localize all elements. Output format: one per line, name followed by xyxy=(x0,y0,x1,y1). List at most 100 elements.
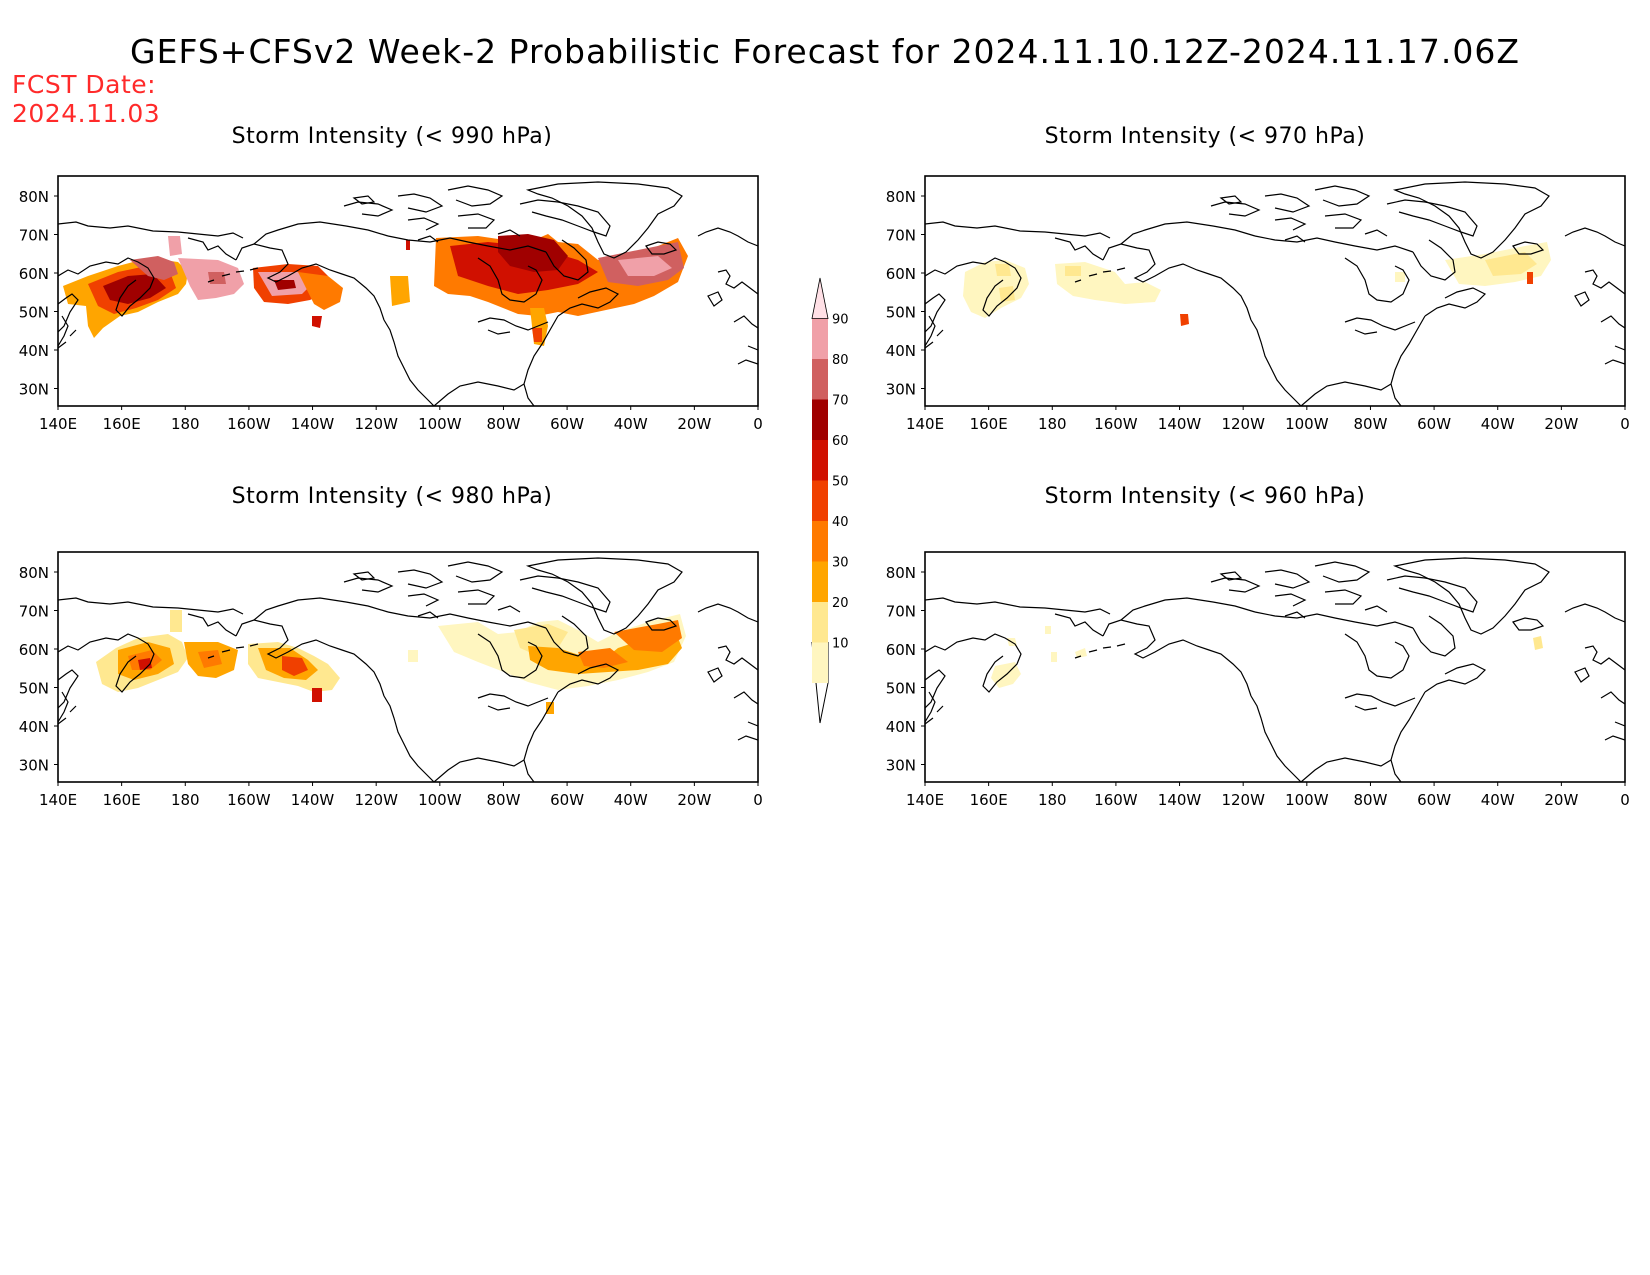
lat-tick-label: 40N xyxy=(19,718,49,736)
map-frame xyxy=(924,175,1626,407)
lon-tick-label: 0 xyxy=(753,791,763,809)
lat-tick-label: 30N xyxy=(886,381,916,399)
lon-tick-label: 40W xyxy=(1481,791,1515,809)
lon-tick-label: 20W xyxy=(1544,415,1578,433)
lat-tick-label: 30N xyxy=(886,757,916,775)
colorbar-segment xyxy=(812,561,828,602)
lon-tick-label: 180 xyxy=(1038,791,1067,809)
colorbar-segment xyxy=(812,359,828,400)
lat-tick-label: 40N xyxy=(19,342,49,360)
lat-tick-label: 50N xyxy=(19,680,49,698)
colorbar-level-label: 70 xyxy=(832,394,849,409)
lon-tick-label: 80W xyxy=(1353,415,1387,433)
lon-tick-label: 80W xyxy=(1353,791,1387,809)
colorbar-segment xyxy=(812,318,828,359)
lon-tick-label: 60W xyxy=(1417,791,1451,809)
colorbar-segment xyxy=(812,521,828,562)
lon-tick-label: 100W xyxy=(418,415,462,433)
lat-tick-label: 40N xyxy=(886,718,916,736)
probability-fill-p960 xyxy=(991,626,1543,688)
lon-tick-label: 40W xyxy=(614,415,648,433)
probability-fill-p970 xyxy=(963,242,1551,326)
lat-tick-label: 80N xyxy=(886,564,916,582)
lat-tick-label: 60N xyxy=(886,641,916,659)
colorbar-level-label: 10 xyxy=(832,637,849,652)
lon-tick-label: 120W xyxy=(354,791,398,809)
lon-tick-label: 160W xyxy=(1094,791,1138,809)
lat-tick-label: 70N xyxy=(19,603,49,621)
lon-tick-label: 140E xyxy=(39,791,77,809)
lon-tick-label: 0 xyxy=(753,415,763,433)
lon-tick-label: 140E xyxy=(906,415,944,433)
lon-tick-label: 140W xyxy=(1158,791,1202,809)
map-panel-p960: 140E 160E 180 160W 140W 120W 100W 80W 60W 40W 20W 0… xyxy=(886,551,1630,809)
lon-tick-label: 180 xyxy=(171,791,200,809)
lon-tick-label: 140E xyxy=(906,791,944,809)
map-panel-p980: 140E 160E 180 160W 140W 120W 100W 80W 60W 40W 20W 0… xyxy=(19,551,763,809)
lon-tick-label: 160W xyxy=(1094,415,1138,433)
lat-tick-label: 60N xyxy=(886,265,916,283)
colorbar: 10 20 30 40 50 60 70 80 90 xyxy=(811,277,849,724)
lon-tick-label: 100W xyxy=(1285,415,1329,433)
lon-tick-label: 120W xyxy=(1221,791,1265,809)
lon-tick-label: 60W xyxy=(1417,415,1451,433)
probability-fill-p990 xyxy=(63,234,688,346)
map-panel-p970: 140E 160E 180 160W 140W 120W 100W 80W 60W 40W 20W 0… xyxy=(886,175,1630,433)
colorbar-level-label: 60 xyxy=(832,434,849,449)
lon-tick-label: 180 xyxy=(171,415,200,433)
map-frame xyxy=(57,175,759,407)
lon-tick-label: 160E xyxy=(970,791,1008,809)
fcst-date-value: 2024.11.03 xyxy=(12,99,161,128)
lon-tick-label: 100W xyxy=(418,791,462,809)
main-title: GEFS+CFSv2 Week-2 Probabilistic Forecast… xyxy=(130,32,1520,71)
lon-tick-label: 160E xyxy=(970,415,1008,433)
forecast-date-label: FCST Date: 2024.11.03 xyxy=(12,70,160,128)
lon-tick-label: 140W xyxy=(291,791,335,809)
lon-tick-label: 20W xyxy=(677,791,711,809)
lat-tick-label: 60N xyxy=(19,641,49,659)
lon-tick-label: 80W xyxy=(486,791,520,809)
lon-tick-label: 160E xyxy=(103,415,141,433)
lon-tick-label: 0 xyxy=(1620,791,1630,809)
map-frame xyxy=(924,551,1626,783)
lat-tick-label: 80N xyxy=(19,564,49,582)
lon-tick-label: 120W xyxy=(1221,415,1265,433)
coastline-p970 xyxy=(925,181,1625,406)
colorbar-segment xyxy=(811,277,829,319)
colorbar-segment xyxy=(812,602,828,643)
lon-tick-label: 180 xyxy=(1038,415,1067,433)
map-panel-p990: 140E 160E 180 160W 140W 120W 100W 80W 60W 40W 20W 0… xyxy=(19,175,763,433)
lon-tick-label: 40W xyxy=(1481,415,1515,433)
lon-tick-label: 140W xyxy=(291,415,335,433)
lon-tick-label: 120W xyxy=(354,415,398,433)
lat-tick-label: 70N xyxy=(886,227,916,245)
panel-title-970: Storm Intensity (< 970 hPa) xyxy=(1044,124,1366,149)
lat-tick-label: 50N xyxy=(19,304,49,322)
lat-tick-label: 80N xyxy=(886,188,916,206)
lon-tick-label: 160E xyxy=(103,791,141,809)
lon-tick-label: 160W xyxy=(227,791,271,809)
lat-tick-label: 80N xyxy=(19,188,49,206)
map-frame xyxy=(57,551,759,783)
lon-tick-label: 140W xyxy=(1158,415,1202,433)
lat-tick-label: 50N xyxy=(886,680,916,698)
colorbar-level-label: 20 xyxy=(832,596,849,611)
lon-tick-label: 160W xyxy=(227,415,271,433)
probability-fill-p980 xyxy=(96,610,686,714)
lat-tick-label: 30N xyxy=(19,757,49,775)
lon-tick-label: 60W xyxy=(550,415,584,433)
lat-tick-label: 60N xyxy=(19,265,49,283)
colorbar-level-label: 80 xyxy=(832,353,849,368)
lon-tick-label: 80W xyxy=(486,415,520,433)
lon-tick-label: 100W xyxy=(1285,791,1329,809)
colorbar-segment xyxy=(812,642,828,683)
colorbar-level-label: 50 xyxy=(832,475,849,490)
lon-tick-label: 20W xyxy=(677,415,711,433)
lat-tick-label: 40N xyxy=(886,342,916,360)
panel-title-960: Storm Intensity (< 960 hPa) xyxy=(1044,484,1366,509)
lon-tick-label: 140E xyxy=(39,415,77,433)
lat-tick-label: 70N xyxy=(886,603,916,621)
lon-tick-label: 60W xyxy=(550,791,584,809)
colorbar-level-label: 30 xyxy=(832,556,849,571)
fcst-date-caption: FCST Date: xyxy=(12,70,157,99)
